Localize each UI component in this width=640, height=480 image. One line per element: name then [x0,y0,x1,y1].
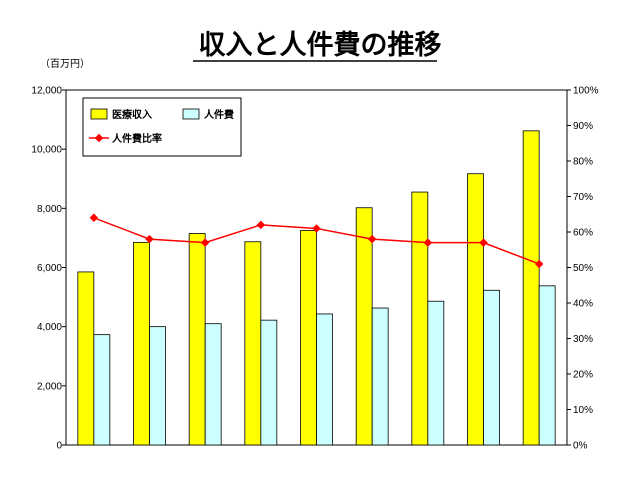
legend-label-ratio: 人件費比率 [112,132,162,145]
left-axis-unit: （百万円） [40,58,90,70]
legend-label-revenue: 医療収入 [112,108,152,121]
ratio-point [534,259,544,269]
personnel-bar [93,334,111,446]
legend-swatch-personnel [182,108,200,120]
ratio-point [256,220,266,230]
ratio-point [89,213,99,223]
chart-title: 収入と人件費の推移 [199,30,442,61]
ratio-point [145,234,154,244]
revenue-bar [467,173,484,446]
ratio-line-series [89,213,544,269]
right-tick-label: 20% [573,370,593,381]
left-tick-label: 2,000 [37,381,62,392]
personnel-bar [149,326,166,446]
left-tick-label: 0 [56,441,62,452]
legend-box [82,97,242,157]
right-tick-label: 50% [573,263,593,274]
personnel-bar [260,319,278,446]
ratio-point [479,238,488,247]
right-tick-label: 40% [573,299,593,310]
revenue-bar [522,130,540,446]
left-tick-label: 10,000 [31,145,62,156]
left-tick-label: 4,000 [37,322,62,333]
legend-swatch-revenue [90,108,108,120]
revenue-bar [77,271,95,446]
personnel-bar [538,285,556,446]
personnel-bar [316,313,333,446]
ratio-point [312,224,321,233]
revenue-bar [244,241,262,446]
revenue-bar [300,230,317,446]
revenue-bar [411,191,429,446]
legend-marker-ratio [94,133,104,143]
left-axis: 0 2,000 4,000 6,000 8,000 10,000 12,000 [31,86,66,452]
right-tick-label: 60% [573,228,593,239]
right-tick-label: 90% [573,121,593,132]
right-tick-label: 70% [573,192,593,203]
right-tick-label: 0% [573,441,588,452]
personnel-bar [483,289,500,446]
personnel-bar [371,307,389,446]
right-tick-label: 30% [573,334,593,345]
right-tick-label: 100% [573,86,599,97]
revenue-bar [355,207,373,446]
revenue-bar [188,233,206,446]
ratio-point [423,238,433,247]
right-tick-label: 10% [573,405,593,416]
left-tick-label: 6,000 [37,263,62,274]
left-tick-label: 8,000 [37,204,62,215]
personnel-bar [427,300,445,446]
right-tick-label: 80% [573,157,593,168]
legend-label-personnel: 人件費 [204,108,234,121]
ratio-point [200,238,210,247]
personnel-bar [204,323,222,446]
bar-series [77,130,556,446]
ratio-point [367,234,377,244]
right-axis: 0% 10% 20% 30% 40% 50% 60% 70% 80% 90% 100% [567,86,599,452]
legend: 医療収入 人件費 人件費比率 [82,97,242,157]
left-tick-label: 12,000 [31,86,62,97]
revenue-bar [133,241,150,446]
